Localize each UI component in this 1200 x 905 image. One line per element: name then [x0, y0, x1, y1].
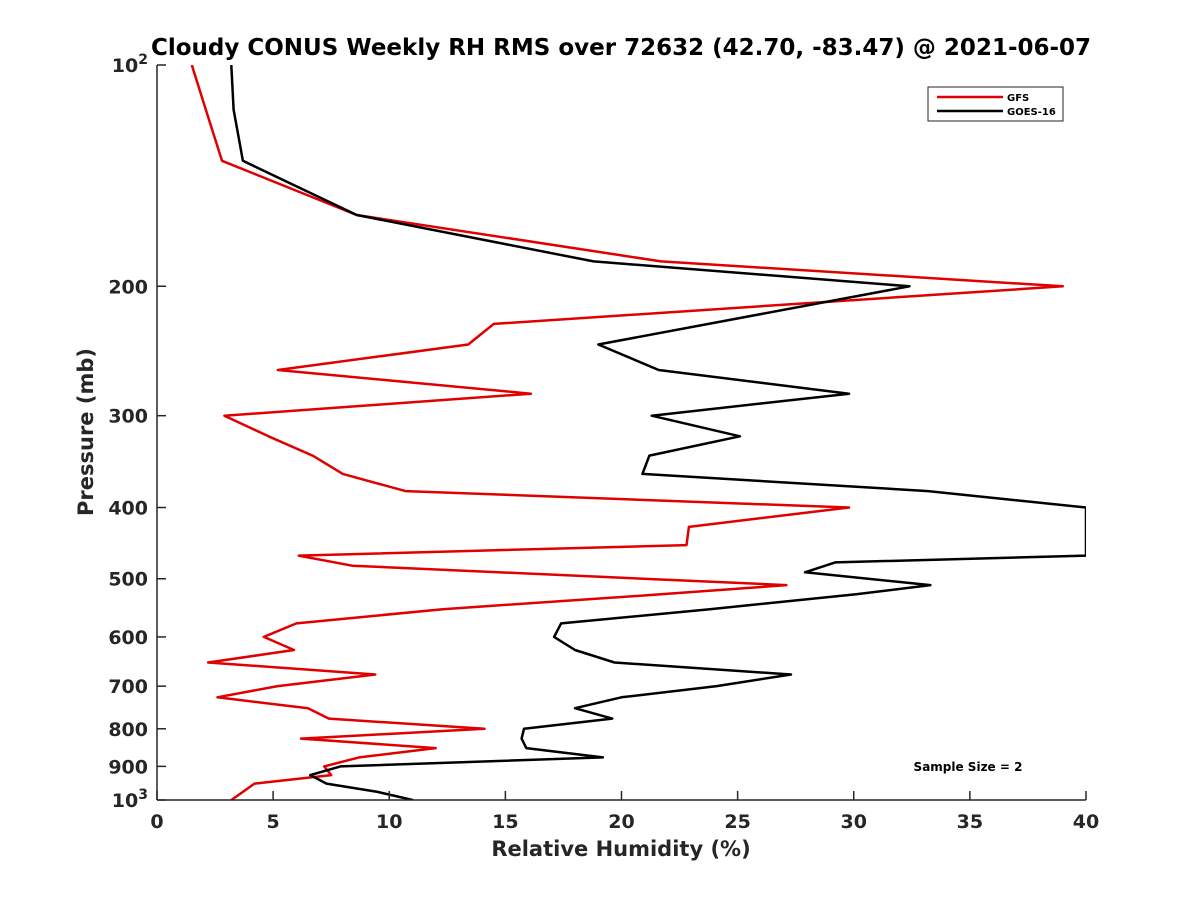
x-tick-label: 15: [492, 811, 518, 833]
legend-box: [927, 86, 1064, 122]
x-tick-label: 20: [608, 811, 634, 833]
x-tick-label: 40: [1073, 811, 1099, 833]
x-axis-label: Relative Humidity (%): [491, 837, 750, 861]
legend-label-gfs: GFS: [1007, 93, 1029, 104]
x-tick-label: 25: [724, 811, 750, 833]
chart-title: Cloudy CONUS Weekly RH RMS over 72632 (4…: [151, 35, 1091, 61]
y-tick-label: 200: [108, 276, 148, 298]
y-tick-label: 500: [108, 569, 148, 591]
y-tick-label: 102: [112, 52, 148, 77]
legend-label-goes16: GOES-16: [1007, 107, 1056, 118]
y-tick-label: 900: [108, 756, 148, 778]
y-tick-label: 103: [112, 787, 148, 812]
y-tick-label: 800: [108, 719, 148, 741]
series-line-goes16: [230, 65, 1086, 800]
y-axis-label: Pressure (mb): [74, 348, 98, 516]
y-tick-label: 400: [108, 498, 148, 520]
y-tick-label: 600: [108, 627, 148, 649]
x-tick-label: 0: [150, 811, 163, 833]
x-ticks: 0 5 10 15 20 25 30 35 40: [150, 791, 1099, 833]
x-tick-label: 35: [957, 811, 983, 833]
series-line-gfs: [190, 65, 1065, 800]
series-layer: [190, 65, 1086, 800]
x-tick-label: 5: [267, 811, 280, 833]
y-tick-label: 300: [108, 406, 148, 428]
legend: GFS GOES-16: [927, 86, 1064, 122]
y-ticks: 102 200 300 400 500 600 700 800 900 103: [108, 52, 166, 812]
x-tick-label: 30: [841, 811, 867, 833]
y-tick-label: 700: [108, 676, 148, 698]
x-tick-label: 10: [376, 811, 402, 833]
sample-size-annotation: Sample Size = 2: [914, 760, 1023, 774]
